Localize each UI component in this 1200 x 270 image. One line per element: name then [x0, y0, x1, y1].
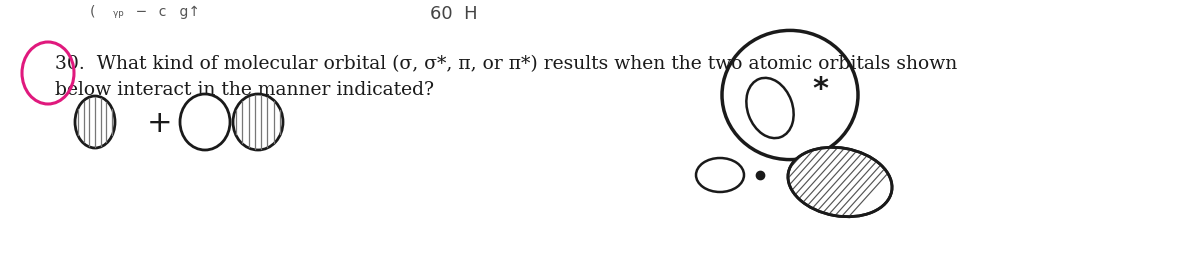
Ellipse shape: [74, 96, 115, 148]
Text: (    ᵧₚ   ─   c   g↑: ( ᵧₚ ─ c g↑: [90, 5, 200, 19]
Ellipse shape: [788, 147, 892, 217]
Text: +: +: [148, 109, 173, 137]
Text: 60  H: 60 H: [430, 5, 478, 23]
Ellipse shape: [233, 94, 283, 150]
Text: 30.  What kind of molecular orbital (σ, σ*, π, or π*) results when the two atomi: 30. What kind of molecular orbital (σ, σ…: [55, 55, 958, 99]
Ellipse shape: [180, 94, 230, 150]
Text: *: *: [812, 76, 828, 104]
